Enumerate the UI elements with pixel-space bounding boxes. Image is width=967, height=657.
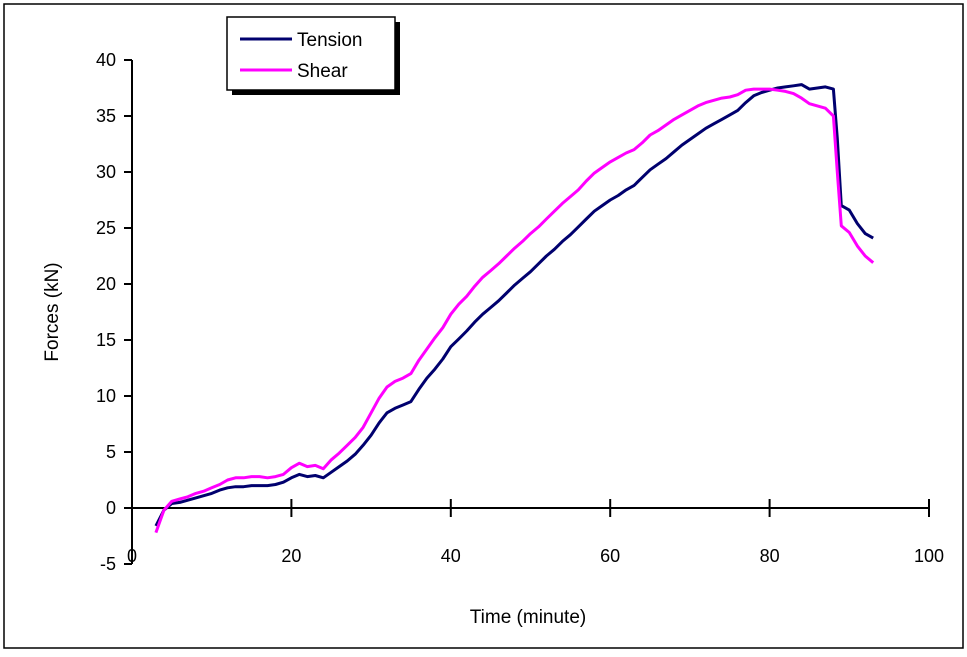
x-tick-label: 40 bbox=[441, 546, 461, 566]
legend-label-shear: Shear bbox=[297, 61, 348, 82]
y-axis-title: Forces (kN) bbox=[42, 262, 63, 361]
y-tick-label: 20 bbox=[96, 274, 116, 294]
y-tick-label: 35 bbox=[96, 106, 116, 126]
y-tick-label: 15 bbox=[96, 330, 116, 350]
legend-box bbox=[226, 16, 396, 91]
x-tick-label: 60 bbox=[600, 546, 620, 566]
y-tick-label: -5 bbox=[100, 554, 116, 574]
y-tick-label: 25 bbox=[96, 218, 116, 238]
axes: -5 0 5 10 15 20 25 30 35 40 0 20 40 60 80 100 bbox=[96, 50, 944, 574]
y-tick-label: 30 bbox=[96, 162, 116, 182]
y-tick-label: 10 bbox=[96, 386, 116, 406]
y-tick-label: 5 bbox=[106, 442, 116, 462]
x-tick-label: 20 bbox=[281, 546, 301, 566]
x-tick-label: 80 bbox=[760, 546, 780, 566]
x-axis-title: Time (minute) bbox=[470, 607, 586, 628]
y-tick-label: 40 bbox=[96, 50, 116, 70]
legend-label-tension: Tension bbox=[297, 30, 363, 51]
x-tick-label: 100 bbox=[914, 546, 944, 566]
x-tick-label: 0 bbox=[127, 546, 137, 566]
figure-border bbox=[3, 3, 964, 649]
plot-lines bbox=[154, 83, 875, 534]
series-line-tension bbox=[154, 83, 874, 527]
legend: Tension Shear bbox=[226, 16, 400, 95]
series-line-shear bbox=[154, 87, 875, 534]
y-tick-label: 0 bbox=[106, 498, 116, 518]
